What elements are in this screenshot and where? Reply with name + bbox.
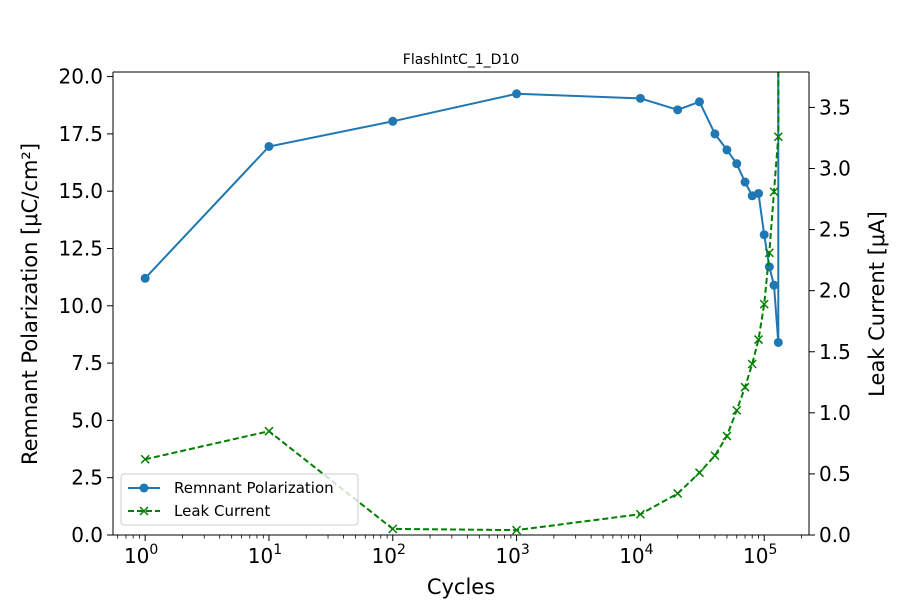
data-point-remnant-polarization: [740, 177, 750, 187]
x-tick-label: 105: [743, 542, 777, 568]
x-tick-label: 104: [619, 542, 653, 568]
data-point-leak-current: [773, 132, 783, 142]
y-axis-left-label: Remnant Polarization [μC/cm²]: [18, 143, 42, 465]
data-point-remnant-polarization: [732, 159, 742, 169]
data-point-leak-current: [764, 248, 774, 258]
y-left-tick-label: 2.5: [71, 466, 103, 490]
data-point-leak-current: [264, 426, 274, 436]
y-right-tick-label: 3.5: [819, 95, 851, 119]
data-point-leak-current: [694, 468, 705, 478]
x-tick-label: 102: [372, 542, 406, 568]
y-left-tick-label: 5.0: [71, 408, 103, 432]
data-point-remnant-polarization: [764, 262, 774, 272]
data-point-leak-current: [388, 524, 398, 534]
data-point-leak-current: [673, 488, 683, 498]
y-right-tick-label: 1.5: [819, 340, 851, 364]
legend-marker-remnant-polarization: [139, 483, 149, 493]
data-point-leak-current: [759, 299, 769, 309]
data-point-remnant-polarization: [754, 188, 764, 198]
y-right-tick-label: 0.0: [819, 523, 851, 547]
x-tick-label: 103: [495, 542, 529, 568]
x-tick-label: 101: [248, 542, 282, 568]
y-right-tick-label: 3.0: [819, 157, 851, 181]
data-point-remnant-polarization: [140, 273, 150, 283]
y-left-tick-label: 10.0: [58, 294, 103, 318]
y-right-tick-label: 2.0: [819, 279, 851, 303]
y-axis-right-label: Leak Current [μA]: [865, 211, 889, 397]
data-point-remnant-polarization: [710, 129, 720, 139]
data-point-leak-current: [512, 525, 522, 535]
legend-box: [120, 473, 359, 526]
data-point-leak-current: [732, 405, 742, 415]
y-left-tick-label: 15.0: [58, 179, 103, 203]
legend: Remnant Polarization Leak Current: [120, 473, 359, 526]
data-point-leak-current: [769, 187, 779, 197]
axes: 100 101 102 103 104 105 0.0 2.5 5.0 7.5 10.0 12.5 15…: [58, 65, 850, 568]
plot-area: [140, 72, 783, 535]
y-left-tick-label: 7.5: [71, 351, 103, 375]
legend-label-leak-current: Leak Current: [174, 502, 270, 520]
legend-label-remnant-polarization: Remnant Polarization: [174, 479, 334, 497]
x-tick-label: 100: [124, 542, 158, 568]
y-left-tick-label: 17.5: [58, 122, 103, 146]
data-point-remnant-polarization: [694, 97, 704, 107]
data-point-leak-current: [635, 509, 645, 519]
data-point-leak-current: [754, 335, 764, 345]
data-point-leak-current: [140, 454, 150, 464]
data-point-remnant-polarization: [388, 116, 398, 126]
series-line-leak-current: [144, 72, 780, 532]
y-left-tick-label: 20.0: [58, 65, 103, 89]
y-left-tick-label: 0.0: [71, 523, 103, 547]
data-point-remnant-polarization: [512, 89, 522, 99]
data-point-leak-current: [740, 382, 750, 392]
chart-title: FlashIntC_1_D10: [403, 52, 519, 68]
data-point-remnant-polarization: [769, 280, 779, 290]
data-point-remnant-polarization: [264, 141, 274, 151]
x-axis-label: Cycles: [427, 575, 495, 599]
data-point-remnant-polarization: [635, 93, 645, 103]
data-point-remnant-polarization: [722, 145, 732, 155]
data-point-leak-current: [710, 451, 720, 461]
data-point-remnant-polarization: [773, 337, 783, 347]
legend-marker-leak-current: [139, 506, 149, 516]
y-right-tick-label: 1.0: [819, 401, 851, 425]
y-right-tick-label: 0.5: [819, 462, 851, 486]
series-line-remnant-polarization: [144, 72, 780, 343]
y-right-tick-label: 2.5: [819, 218, 851, 242]
data-point-leak-current: [722, 431, 732, 441]
y-left-tick-label: 12.5: [58, 236, 103, 260]
data-point-remnant-polarization: [673, 105, 683, 115]
data-point-remnant-polarization: [759, 230, 769, 240]
data-point-leak-current: [747, 359, 757, 369]
